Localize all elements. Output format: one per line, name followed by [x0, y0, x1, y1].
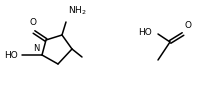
Text: O: O [29, 18, 36, 27]
Text: NH$_2$: NH$_2$ [68, 4, 86, 17]
Text: HO: HO [4, 51, 18, 59]
Text: N: N [34, 44, 40, 53]
Text: HO: HO [138, 28, 151, 37]
Text: O: O [184, 21, 191, 30]
